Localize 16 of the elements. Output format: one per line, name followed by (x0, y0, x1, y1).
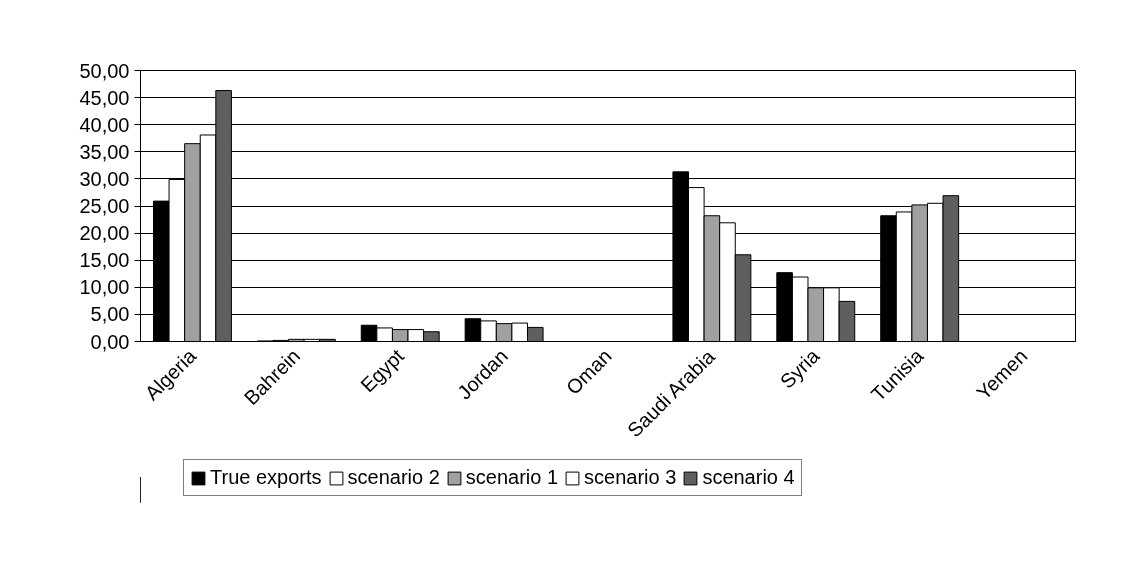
y-tick-label: 20,00 (79, 222, 130, 245)
y-tick-label: 35,00 (79, 140, 130, 163)
y-tick-label: 45,00 (79, 86, 130, 109)
y-tick-label: 0,00 (90, 330, 130, 353)
legend-label: scenario 3 (584, 466, 677, 489)
legend-label: True exports (210, 466, 322, 489)
y-tick-label: 40,00 (79, 113, 130, 136)
y-tick-label: 15,00 (79, 249, 130, 272)
y-tick-label: 5,00 (90, 303, 130, 326)
y-tick-label: 30,00 (79, 167, 130, 190)
legend-label: scenario 2 (347, 466, 440, 489)
legend-label: scenario 1 (465, 466, 559, 489)
legend-label: scenario 4 (702, 466, 795, 489)
y-tick-label: 50,00 (79, 59, 130, 82)
y-tick-label: 25,00 (79, 195, 130, 217)
y-tick-label: 10,00 (79, 276, 130, 299)
